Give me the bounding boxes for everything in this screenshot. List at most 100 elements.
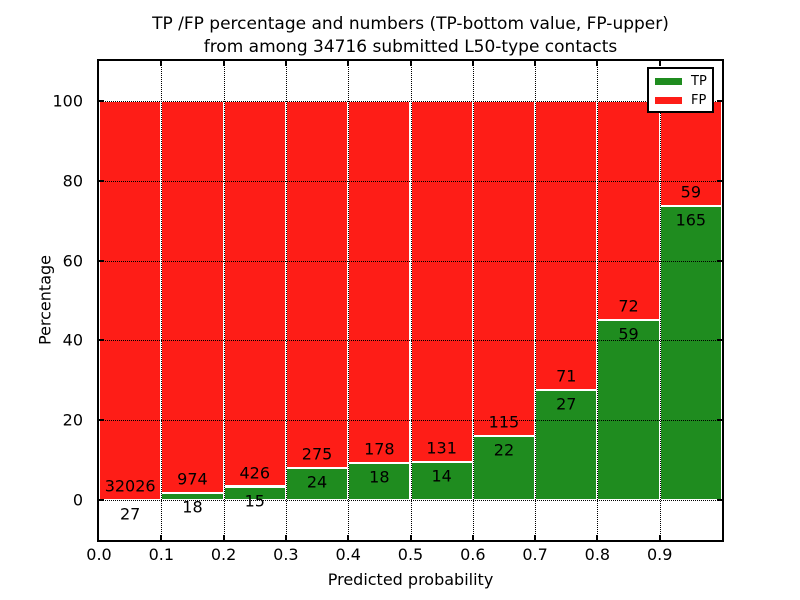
tp-count-label: 18 — [369, 467, 390, 487]
x-tick-mark — [471, 535, 474, 540]
fp-count-label: 72 — [618, 296, 639, 316]
y-tick-mark — [99, 419, 104, 422]
fp-count-label: 59 — [680, 182, 702, 202]
tp-count-label: 165 — [675, 210, 707, 230]
plot-area: 32026 27 974 18 426 15 275 24 178 18 131 14 115 22 71 2… — [97, 59, 724, 542]
bar-fp-segment — [597, 100, 660, 321]
x-gridline — [410, 61, 412, 540]
bar-tp-segment — [659, 206, 722, 501]
x-tick-mark — [409, 535, 412, 540]
y-tick-mark — [99, 99, 104, 102]
tp-count-label: 14 — [431, 466, 452, 486]
x-gridline — [161, 61, 163, 540]
bar-fp-segment — [161, 100, 224, 493]
x-tick-mark — [409, 61, 412, 66]
bar-tp-segment — [597, 320, 660, 501]
tp-swatch-icon — [655, 78, 682, 85]
x-gridline — [597, 61, 599, 540]
legend-entry-tp: TP — [655, 72, 712, 91]
bar-tp-segment — [348, 463, 411, 501]
bar-fp-segment — [659, 100, 722, 207]
x-tick-mark — [347, 535, 350, 540]
y-tick-mark — [99, 179, 104, 182]
x-tick-mark — [160, 535, 163, 540]
x-tick-label: 0.5 — [397, 545, 424, 564]
x-tick-label: 0.2 — [210, 545, 237, 564]
legend-label-tp: TP — [691, 74, 707, 89]
x-gridline — [285, 61, 287, 540]
y-tick-label: 40 — [62, 330, 83, 350]
fp-count-label: 71 — [556, 366, 577, 386]
y-tick-label: 100 — [52, 91, 83, 111]
y-tick-mark — [99, 259, 104, 262]
fp-count-label: 974 — [177, 469, 208, 489]
x-tick-mark — [222, 61, 225, 66]
bar-tp-segment — [285, 468, 349, 501]
bar-fp-segment — [285, 100, 349, 469]
y-tick-label: 80 — [62, 171, 83, 191]
fp-swatch-icon — [655, 97, 682, 104]
tp-count-label: 18 — [182, 497, 203, 517]
x-tick-mark — [596, 535, 599, 540]
x-gridline — [348, 61, 350, 540]
tp-count-label: 27 — [556, 394, 577, 414]
x-tick-label: 0.7 — [522, 545, 548, 564]
x-tick-mark — [534, 535, 537, 540]
bar-fp-segment — [410, 100, 473, 462]
y-axis-tick-labels: 0 20 40 60 80 100 — [0, 61, 91, 540]
tp-count-label: 22 — [493, 440, 515, 460]
y-tick-label: 60 — [62, 251, 83, 271]
bar-fp-segment — [472, 100, 536, 436]
bar-tp-segment — [410, 461, 473, 501]
tp-count-label: 24 — [306, 472, 328, 492]
legend-label-fp: FP — [691, 93, 707, 108]
x-axis-tick-labels: 0.0 0.1 0.2 0.3 0.4 0.5 0.6 0.7 0.8 0.9 — [86, 545, 722, 565]
x-tick-mark — [658, 61, 661, 66]
x-tick-mark — [284, 61, 287, 66]
x-tick-mark — [534, 61, 537, 66]
fp-count-label: 426 — [239, 463, 271, 482]
bar-tp-segment — [535, 390, 598, 501]
x-tick-mark — [160, 61, 163, 66]
bar-fp-segment — [535, 100, 598, 391]
x-axis-label: Predicted probability — [327, 570, 494, 589]
tp-count-label: 15 — [244, 491, 265, 510]
fp-count-label: 131 — [426, 438, 457, 458]
fp-count-label: 275 — [301, 444, 333, 464]
x-tick-label: 0.6 — [460, 545, 486, 564]
y-tick-mark — [717, 419, 722, 422]
y-tick-mark — [717, 99, 722, 102]
x-tick-label: 0.0 — [86, 545, 112, 564]
x-tick-mark — [284, 535, 287, 540]
x-tick-label: 0.1 — [148, 545, 175, 564]
y-tick-label: 0 — [72, 490, 83, 510]
bar-tp-segment — [472, 435, 536, 501]
y-tick-mark — [717, 339, 722, 342]
y-axis-label: Percentage — [35, 254, 55, 346]
fp-count-label: 178 — [364, 439, 395, 459]
y-tick-mark — [99, 499, 104, 502]
x-tick-mark — [222, 535, 225, 540]
bar-fp-segment — [99, 100, 162, 500]
legend: TP FP — [647, 67, 714, 113]
x-gridline — [223, 61, 225, 540]
y-tick-label: 20 — [62, 410, 83, 430]
x-tick-mark — [347, 61, 350, 66]
y-tick-mark — [717, 259, 722, 262]
x-tick-mark — [471, 61, 474, 66]
chart-title-line2: from among 34716 submitted L50-type cont… — [203, 37, 618, 57]
x-gridline — [472, 61, 474, 540]
bar-fp-segment — [223, 100, 286, 487]
x-tick-label: 0.4 — [335, 545, 361, 564]
bar-fp-segment — [348, 100, 411, 464]
x-tick-label: 0.3 — [273, 545, 299, 564]
x-gridline — [659, 61, 661, 540]
chart-title-line1: TP /FP percentage and numbers (TP-bottom… — [152, 14, 669, 34]
fp-count-label: 115 — [488, 412, 520, 432]
tp-count-label: 27 — [119, 504, 141, 524]
y-tick-mark — [99, 339, 104, 342]
y-tick-mark — [717, 499, 722, 502]
chart-title: TP /FP percentage and numbers (TP-bottom… — [99, 13, 722, 59]
legend-entry-fp: FP — [655, 91, 712, 110]
